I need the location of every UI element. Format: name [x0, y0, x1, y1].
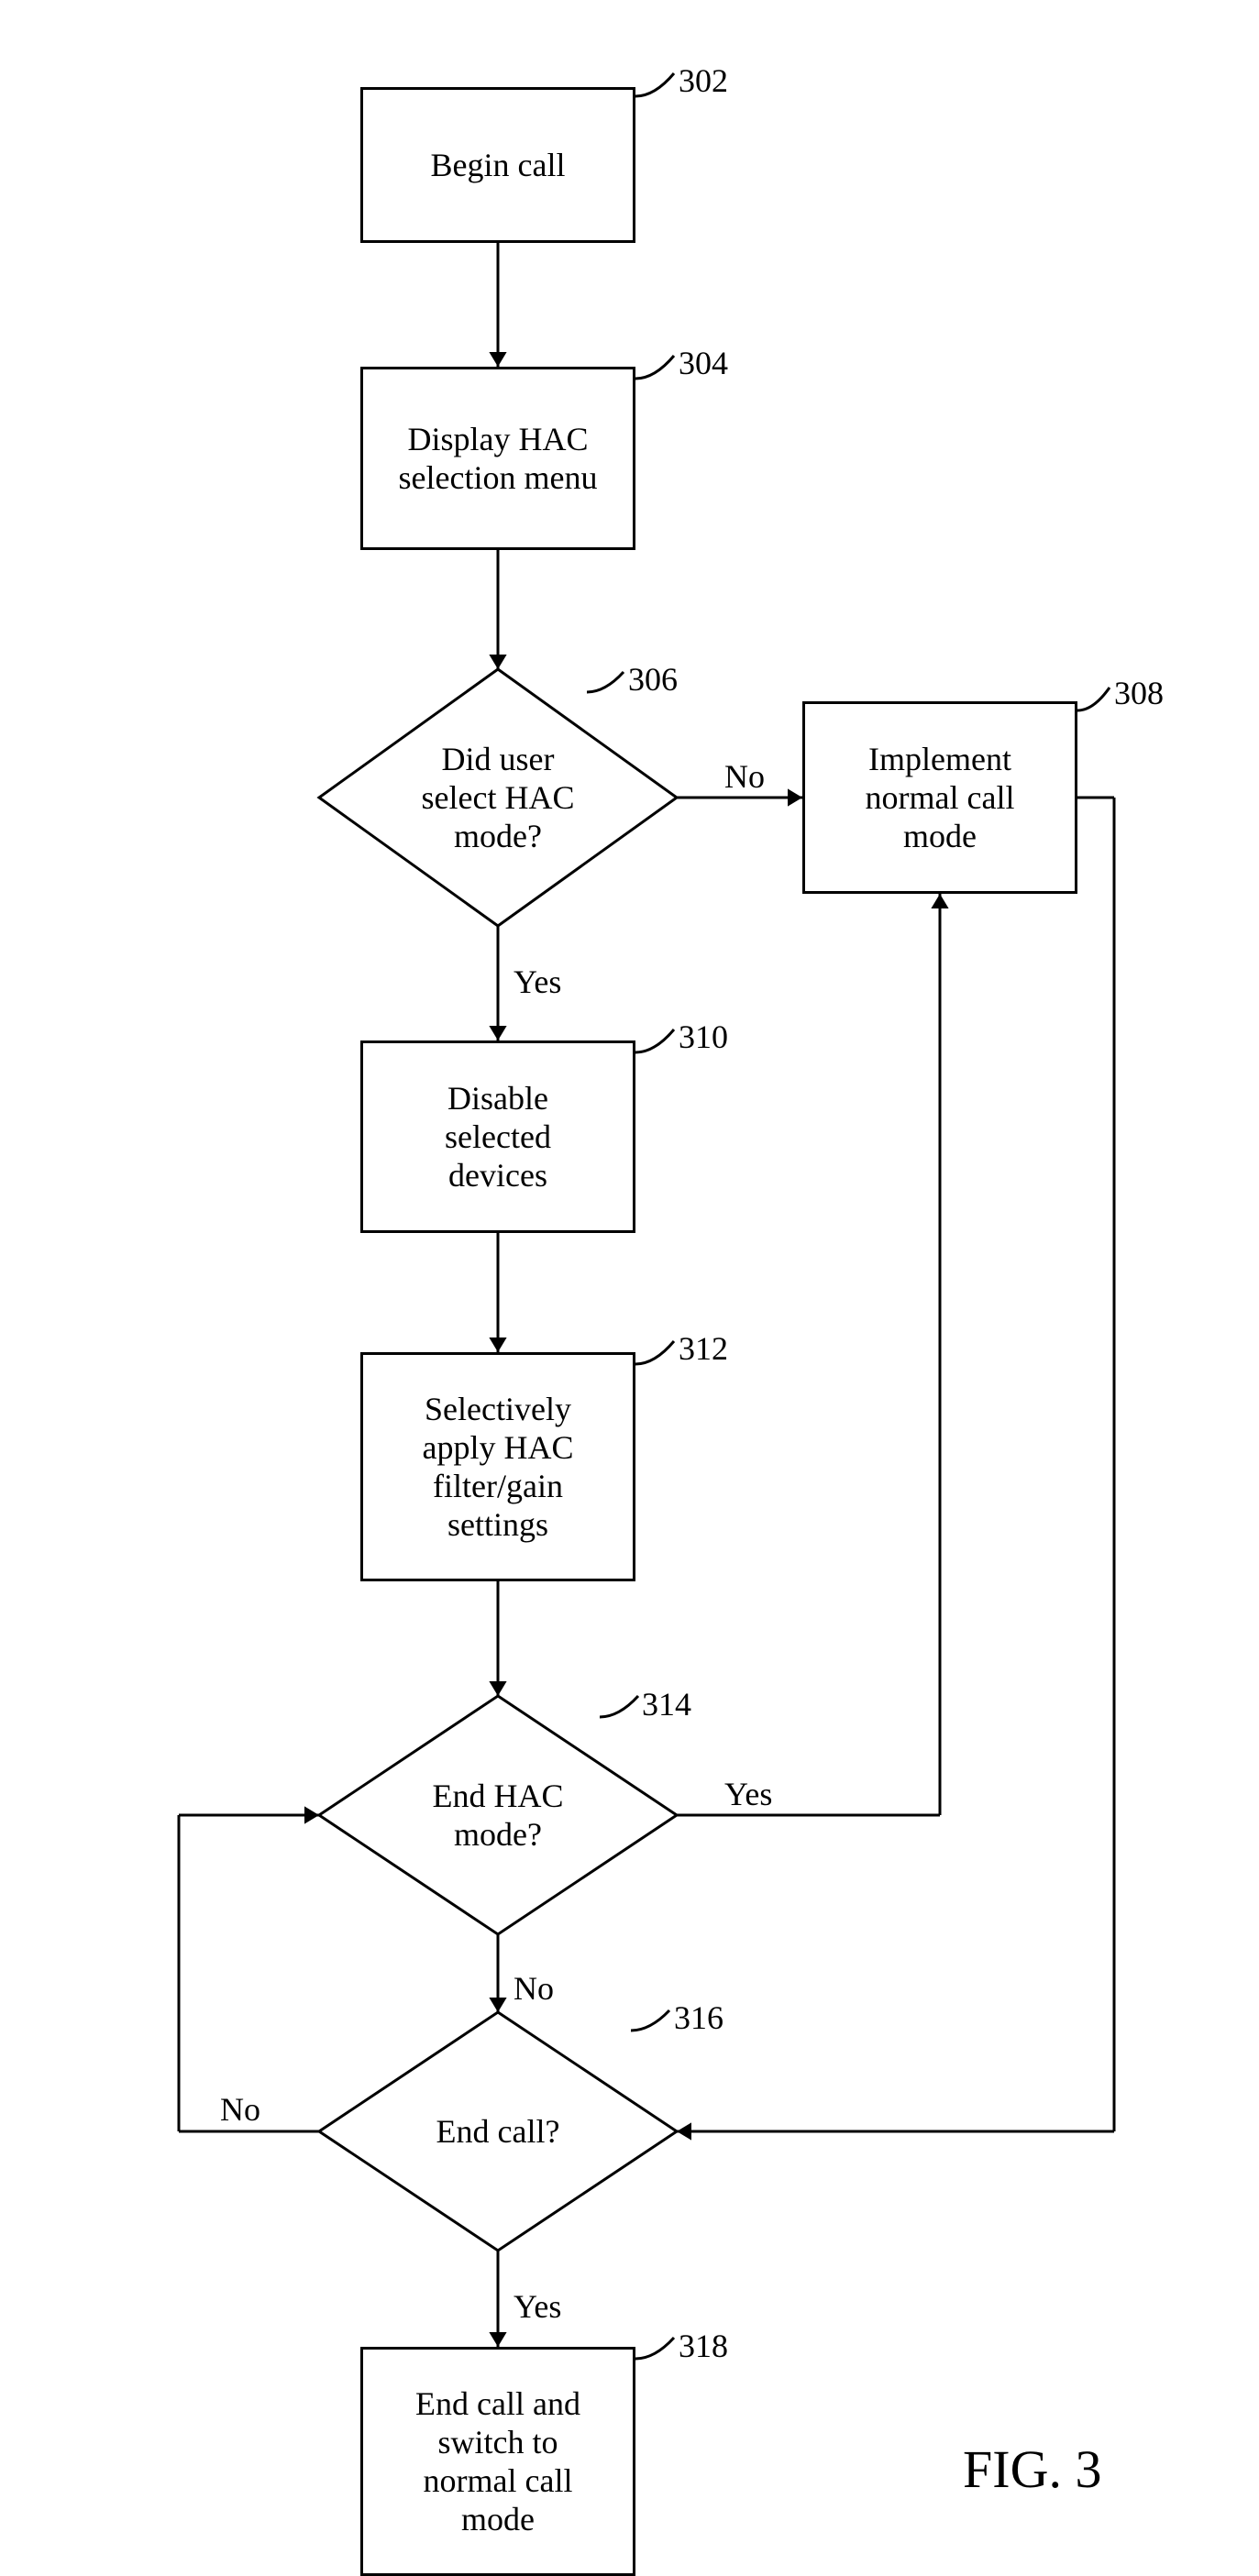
ref-302: 302: [679, 61, 728, 100]
ref-308: 308: [1114, 674, 1164, 712]
node-display-hac-menu: Display HACselection menu: [360, 367, 635, 550]
ref-306: 306: [628, 660, 678, 699]
edge-label-yes-306: Yes: [514, 963, 561, 1001]
node-text: Did userselect HACmode?: [422, 740, 575, 855]
edge-label-yes-316: Yes: [514, 2287, 561, 2326]
node-text: End call andswitch tonormal callmode: [415, 2384, 580, 2538]
node-end-switch-normal: End call andswitch tonormal callmode: [360, 2347, 635, 2576]
node-text: Begin call: [431, 146, 566, 184]
node-end-hac-mode: End HACmode?: [319, 1696, 677, 1934]
ref-316: 316: [674, 1998, 723, 2037]
node-text: End call?: [436, 2112, 560, 2151]
flowchart-canvas: Begin call Display HACselection menu Did…: [0, 0, 1259, 2559]
edge-label-no-314: No: [514, 1969, 554, 2008]
ref-318: 318: [679, 2327, 728, 2365]
node-user-select-hac: Did userselect HACmode?: [319, 669, 677, 926]
ref-312: 312: [679, 1329, 728, 1368]
node-end-call: End call?: [319, 2012, 677, 2251]
node-disable-devices: Disableselecteddevices: [360, 1040, 635, 1233]
edge-label-no-316: No: [220, 2090, 260, 2129]
node-begin-call: Begin call: [360, 87, 635, 243]
node-text: Display HACselection menu: [399, 420, 598, 497]
node-text: End HACmode?: [433, 1777, 564, 1854]
ref-304: 304: [679, 344, 728, 382]
figure-label: FIG. 3: [963, 2438, 1101, 2500]
edge-label-yes-314: Yes: [724, 1775, 772, 1813]
ref-314: 314: [642, 1685, 691, 1723]
edge-label-no-306: No: [724, 757, 765, 796]
ref-310: 310: [679, 1018, 728, 1056]
node-text: Selectivelyapply HACfilter/gainsettings: [423, 1390, 574, 1544]
node-apply-hac-settings: Selectivelyapply HACfilter/gainsettings: [360, 1352, 635, 1581]
node-text: Disableselecteddevices: [445, 1079, 551, 1194]
node-normal-call-mode: Implementnormal callmode: [802, 701, 1077, 894]
node-text: Implementnormal callmode: [866, 740, 1015, 855]
